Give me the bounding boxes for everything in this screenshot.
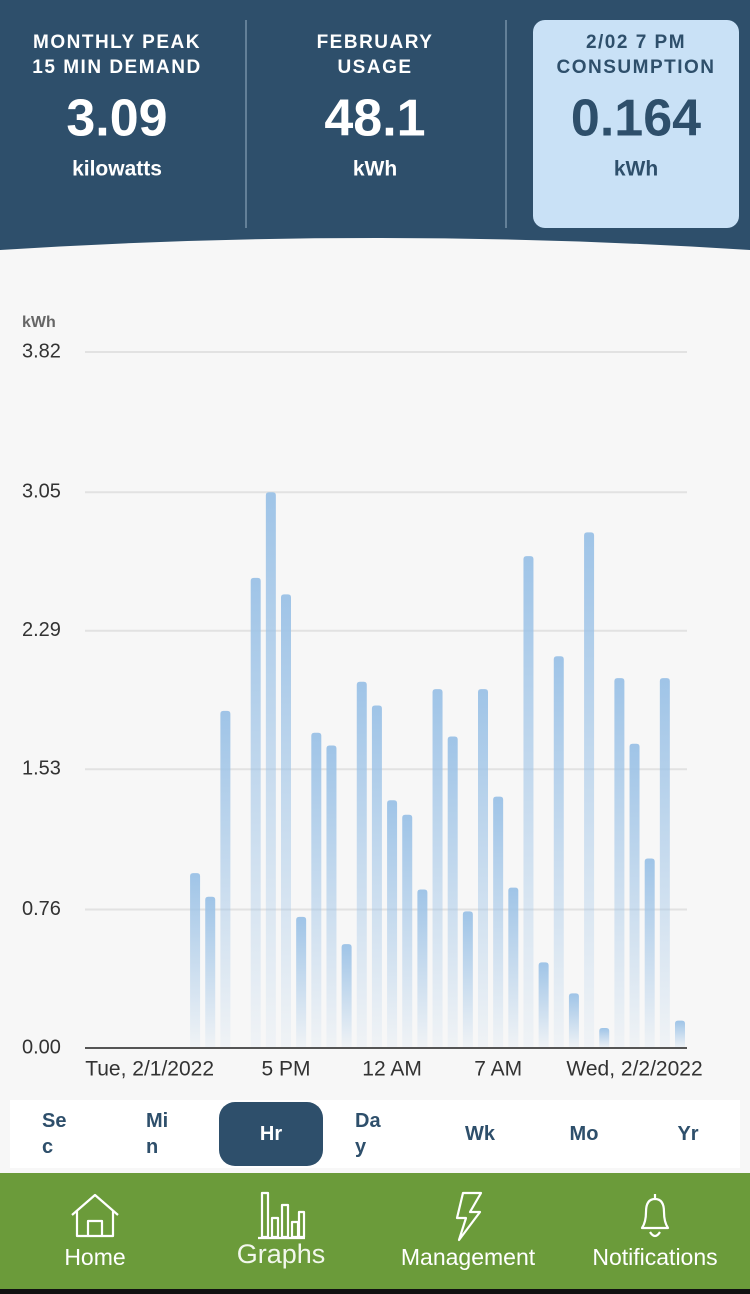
stat-unit: kilowatts [72,158,162,181]
bar [493,796,504,1048]
bar [478,689,488,1048]
bar [311,732,322,1048]
tab-label: Wk [465,1123,495,1145]
stat-unit: kWh [353,158,397,181]
y-tick-label: 3.05 [22,481,61,503]
stat-label: 15 MIN DEMAND [32,57,201,78]
period-tab[interactable]: Wk [428,1102,532,1166]
x-tick-label: 12 AM [362,1058,422,1081]
bar [553,656,564,1048]
x-tick-label: Wed, 2/2/2022 [566,1058,702,1081]
bar [447,736,458,1048]
nav-label[interactable]: Graphs [237,1239,326,1269]
nav-label[interactable]: Home [64,1244,125,1270]
bar [326,745,337,1048]
tab-label: Min [146,1110,169,1158]
bar [205,896,216,1048]
period-tab[interactable]: Min [109,1102,213,1166]
graphs-icon[interactable] [258,1191,306,1240]
y-tick-label: 0.00 [22,1036,61,1058]
stat-value: 0.164 [571,90,701,148]
x-tick-label: 5 PM [261,1058,310,1081]
notifications-icon[interactable] [640,1194,670,1238]
stat-label: USAGE [337,57,412,78]
bar [462,911,473,1048]
bar [417,889,428,1048]
bar [432,689,443,1048]
tab-label: Day [355,1110,381,1158]
highlight-card [533,20,739,228]
stat-label: CONSUMPTION [557,57,716,78]
home-icon[interactable] [71,1193,119,1238]
nav-bar [0,1173,750,1289]
bar [281,594,291,1048]
bar [341,944,352,1048]
tab-label: Yr [677,1123,699,1145]
bar [523,556,534,1048]
tab-label: Mo [569,1123,599,1145]
bar [356,681,367,1048]
period-tab[interactable]: Yr [636,1102,740,1166]
bar [599,1027,610,1048]
bar [387,800,398,1048]
stat-label: MONTHLY PEAK [33,32,201,53]
y-tick-label: 2.29 [22,619,61,641]
bar [296,916,307,1048]
period-tab[interactable]: Day [318,1102,422,1166]
bar [402,814,413,1048]
period-tab[interactable]: Sec [5,1102,109,1166]
bar [250,577,261,1048]
bar [190,873,201,1048]
period-tab[interactable]: Hr [219,1102,323,1166]
bar [675,1020,685,1048]
bar [614,678,625,1048]
bar [584,532,595,1048]
x-tick-label: 7 AM [474,1058,522,1081]
tab-label: Hr [259,1123,283,1145]
period-tabs: Sec Min Hr Day Wk Mo Yr [10,1100,740,1168]
stat-label: 2/02 7 PM [586,32,686,53]
bar [220,710,231,1048]
bar [629,743,640,1048]
management-icon[interactable] [455,1191,483,1242]
tab-label: Sec [42,1110,67,1158]
bar [508,887,519,1048]
bar [568,993,579,1048]
y-axis-label: kWh [22,314,56,331]
bar [644,858,655,1048]
y-tick-label: 0.76 [22,898,61,920]
bar [371,705,382,1048]
period-tab[interactable]: Mo [532,1102,636,1166]
y-tick-label: 3.82 [22,340,61,362]
bar [538,962,549,1048]
bar [265,492,276,1048]
stat-value: 3.09 [66,90,167,148]
stat-value: 48.1 [324,90,425,148]
nav-label[interactable]: Notifications [592,1244,717,1270]
stat-label: FEBRUARY [317,32,434,53]
bar [659,678,670,1048]
stat-unit: kWh [614,158,658,181]
x-tick-label: Tue, 2/1/2022 [85,1058,214,1081]
system-bar [0,1289,750,1294]
nav-label[interactable]: Management [401,1244,536,1270]
y-tick-label: 1.53 [22,758,61,780]
